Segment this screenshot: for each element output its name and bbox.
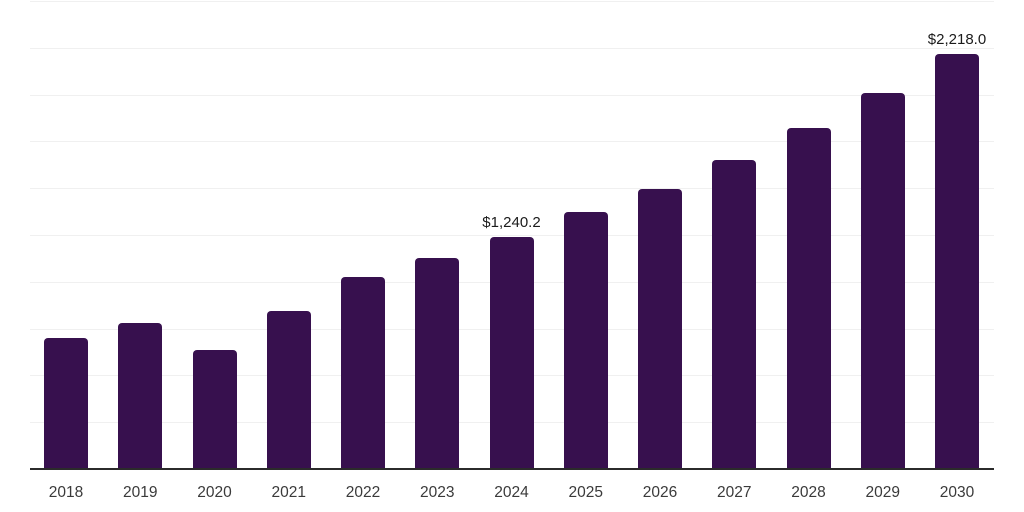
x-tick-label-2025: 2025 bbox=[568, 484, 603, 501]
x-axis-line bbox=[30, 468, 994, 470]
bar-2019 bbox=[118, 322, 163, 469]
bar-2028 bbox=[786, 127, 831, 469]
x-tick-label-2020: 2020 bbox=[197, 484, 232, 501]
gridline bbox=[30, 141, 994, 143]
bar-value-label-2024: $1,240.2 bbox=[482, 213, 541, 231]
x-tick-label-2024: 2024 bbox=[494, 484, 529, 501]
plot-area: $1,240.2 $2,218.0 bbox=[30, 0, 994, 470]
x-tick-label-2026: 2026 bbox=[642, 484, 678, 501]
bar-2022 bbox=[341, 276, 385, 469]
x-tick-label-2029: 2029 bbox=[865, 484, 900, 501]
gridline bbox=[30, 94, 994, 96]
gridline bbox=[30, 235, 994, 236]
bar-2021 bbox=[266, 311, 311, 469]
bar-2027 bbox=[712, 159, 757, 469]
bar-2025 bbox=[563, 211, 608, 469]
bar-2018 bbox=[44, 337, 88, 469]
x-tick-label-2027: 2027 bbox=[717, 484, 752, 501]
bar-2026 bbox=[638, 188, 682, 469]
x-tick-label-2018: 2018 bbox=[48, 484, 84, 501]
x-tick-label-2022: 2022 bbox=[345, 484, 381, 501]
x-tick-label-2030: 2030 bbox=[939, 484, 975, 501]
x-tick-label-2028: 2028 bbox=[791, 484, 826, 501]
bar-2029 bbox=[860, 92, 905, 469]
x-tick-label-2019: 2019 bbox=[123, 484, 158, 501]
gridline bbox=[30, 188, 994, 190]
bar-2030 bbox=[935, 53, 979, 469]
gridline bbox=[30, 47, 994, 49]
bar-2020 bbox=[192, 349, 237, 469]
gridline bbox=[30, 1, 994, 2]
bar-2024 bbox=[489, 236, 534, 469]
x-tick-label-2021: 2021 bbox=[271, 484, 306, 501]
x-tick-label-2023: 2023 bbox=[420, 484, 455, 501]
bar-value-label-2030: $2,218.0 bbox=[927, 30, 987, 48]
bar-2023 bbox=[415, 258, 460, 469]
